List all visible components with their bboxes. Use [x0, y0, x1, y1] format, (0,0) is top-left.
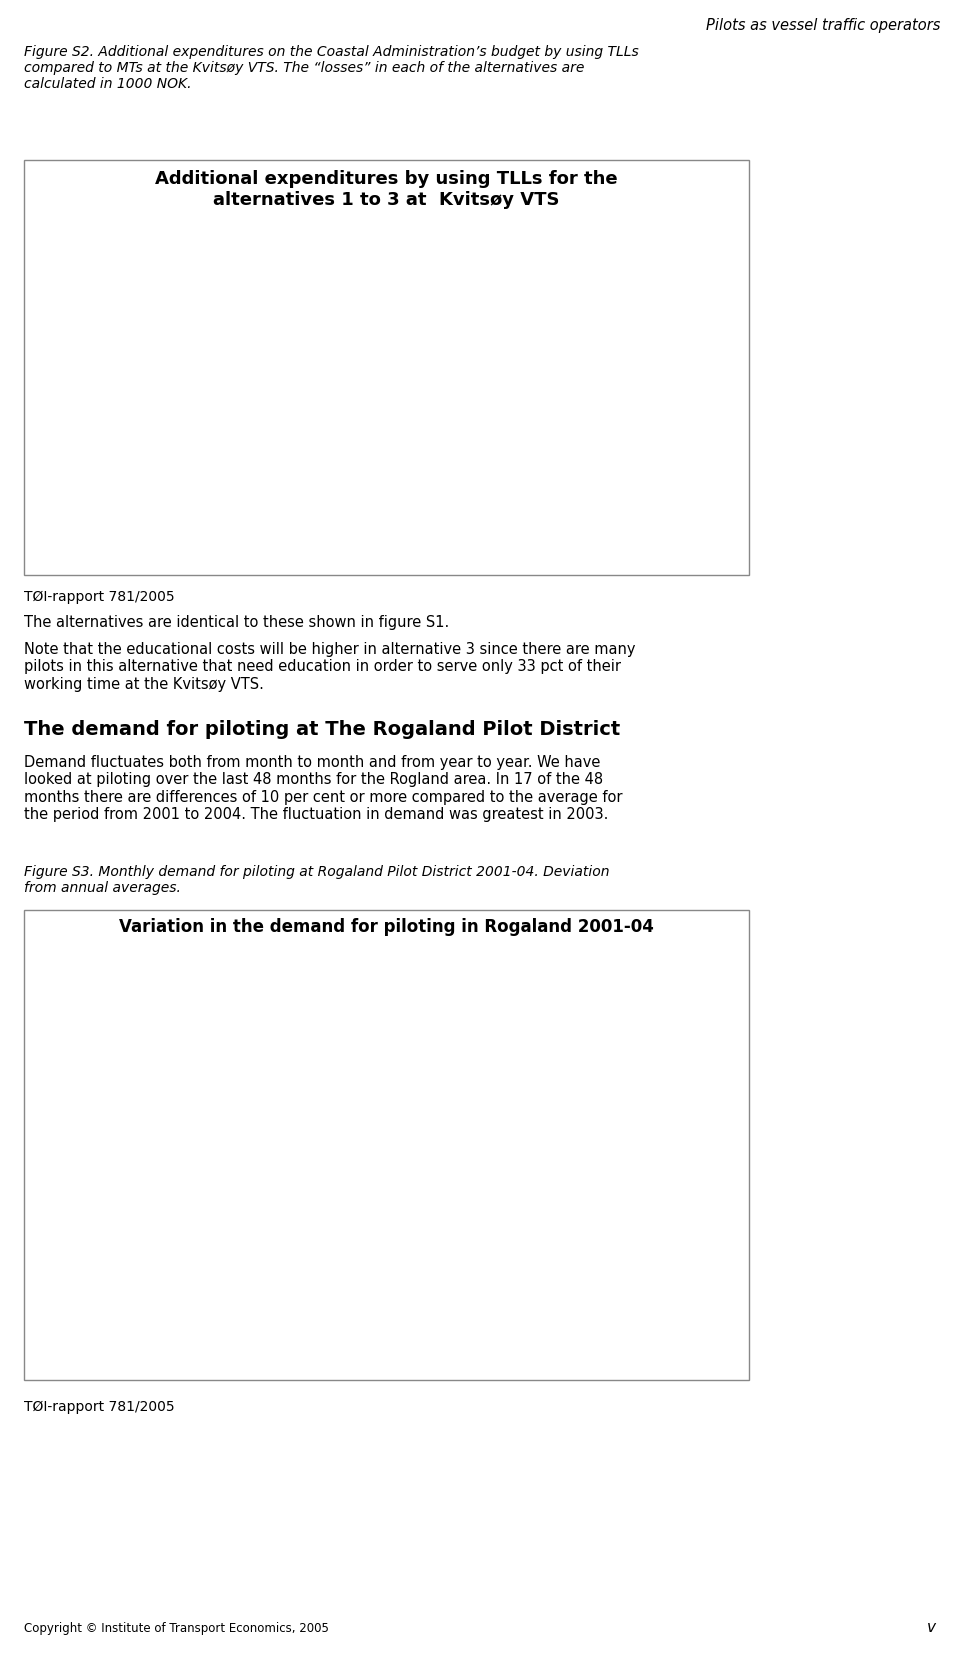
Bar	[636, 1145, 645, 1165]
Text: MT.: MT.	[247, 508, 276, 523]
Bar	[122, 1145, 131, 1170]
Bar	[478, 1063, 487, 1145]
Text: Alt 2: Alt 2	[396, 531, 435, 546]
Bar	[541, 401, 598, 490]
Bar	[468, 1114, 478, 1145]
Text: Variation in the demand for piloting in Rogaland 2001-04: Variation in the demand for piloting in …	[119, 919, 654, 937]
Text: TLL: TLL	[348, 508, 378, 523]
Text: v: v	[927, 1620, 936, 1635]
Text: The demand for piloting at The Rogaland Pilot District: The demand for piloting at The Rogaland …	[24, 720, 620, 740]
Text: Alt 1: Alt 1	[189, 531, 229, 546]
Bar	[438, 1001, 446, 1145]
Text: Note that the educational costs will be higher in alternative 3 since there are : Note that the educational costs will be …	[24, 642, 636, 692]
Text: Pilots as vessel traffic operators: Pilots as vessel traffic operators	[707, 18, 941, 33]
X-axis label: Måned: Måned	[384, 1349, 442, 1364]
Bar	[397, 1053, 407, 1145]
Text: Demand fluctuates both from month to month and from year to year. We have
looked: Demand fluctuates both from month to mon…	[24, 755, 622, 823]
Bar	[537, 1114, 546, 1145]
Text: Additional expenditures by using TLLs for the
alternatives 1 to 3 at  Kvitsøy VT: Additional expenditures by using TLLs fo…	[156, 170, 617, 209]
Text: TØI-rapport 781/2005: TØI-rapport 781/2005	[24, 589, 175, 604]
Bar	[487, 1043, 496, 1145]
Bar	[131, 1145, 140, 1160]
Bar	[279, 1130, 289, 1145]
Bar	[339, 1077, 348, 1145]
Bar	[190, 1145, 199, 1170]
Bar	[627, 1145, 636, 1160]
Bar	[695, 1145, 704, 1150]
Bar	[320, 1077, 329, 1145]
Text: MT.: MT.	[452, 508, 481, 523]
Bar	[587, 1145, 595, 1160]
Bar	[239, 1145, 249, 1155]
Bar	[230, 1130, 239, 1145]
Bar	[577, 1145, 587, 1160]
Bar	[379, 1119, 388, 1145]
Text: TLL: TLL	[143, 508, 173, 523]
Bar	[388, 1072, 397, 1145]
Bar	[289, 1145, 299, 1165]
Bar	[271, 1145, 279, 1160]
Bar	[496, 1135, 506, 1145]
Bar	[335, 407, 392, 490]
Bar	[180, 1145, 190, 1165]
Bar	[685, 1145, 695, 1160]
Bar	[130, 300, 186, 490]
Bar	[518, 1145, 527, 1155]
Y-axis label: 1000 2004 NOK: 1000 2004 NOK	[28, 305, 42, 425]
Bar	[446, 1043, 456, 1145]
Bar	[348, 1104, 357, 1145]
Bar	[567, 1145, 577, 1160]
Bar	[221, 1135, 230, 1145]
Legend: 2001, 2002, 2003, 2004: 2001, 2002, 2003, 2004	[650, 971, 713, 1048]
Bar	[171, 1145, 180, 1170]
Text: Copyright © Institute of Transport Economics, 2005: Copyright © Institute of Transport Econo…	[24, 1622, 329, 1635]
Text: TØI-rapport 781/2005: TØI-rapport 781/2005	[24, 1400, 175, 1413]
Text: Figure S2. Additional expenditures on the Coastal Administration’s budget by usi: Figure S2. Additional expenditures on th…	[24, 45, 638, 91]
Bar	[150, 1145, 158, 1155]
Text: MT.: MT.	[659, 508, 687, 523]
Text: The alternatives are identical to these shown in figure S1.: The alternatives are identical to these …	[24, 616, 449, 631]
Bar	[546, 1130, 555, 1145]
Bar	[527, 1063, 537, 1145]
Text: Figure S3. Monthly demand for piloting at Rogaland Pilot District 2001-04. Devia: Figure S3. Monthly demand for piloting a…	[24, 866, 610, 895]
Bar	[428, 1067, 438, 1145]
Bar	[370, 1094, 379, 1145]
Bar	[249, 1145, 258, 1150]
Bar	[140, 1145, 150, 1170]
Bar	[419, 1077, 428, 1145]
Bar	[676, 1145, 685, 1155]
Bar	[617, 1145, 627, 1160]
Bar	[329, 1099, 339, 1145]
Bar	[667, 1145, 676, 1155]
Bar	[645, 1130, 655, 1145]
Bar	[299, 1109, 307, 1145]
Bar	[199, 1145, 208, 1160]
Bar	[595, 1124, 605, 1145]
Y-axis label: Deviation in pct from yearly
average: Deviation in pct from yearly average	[31, 1048, 59, 1243]
Text: Alt 3: Alt 3	[601, 531, 641, 546]
Text: TLL: TLL	[555, 508, 585, 523]
